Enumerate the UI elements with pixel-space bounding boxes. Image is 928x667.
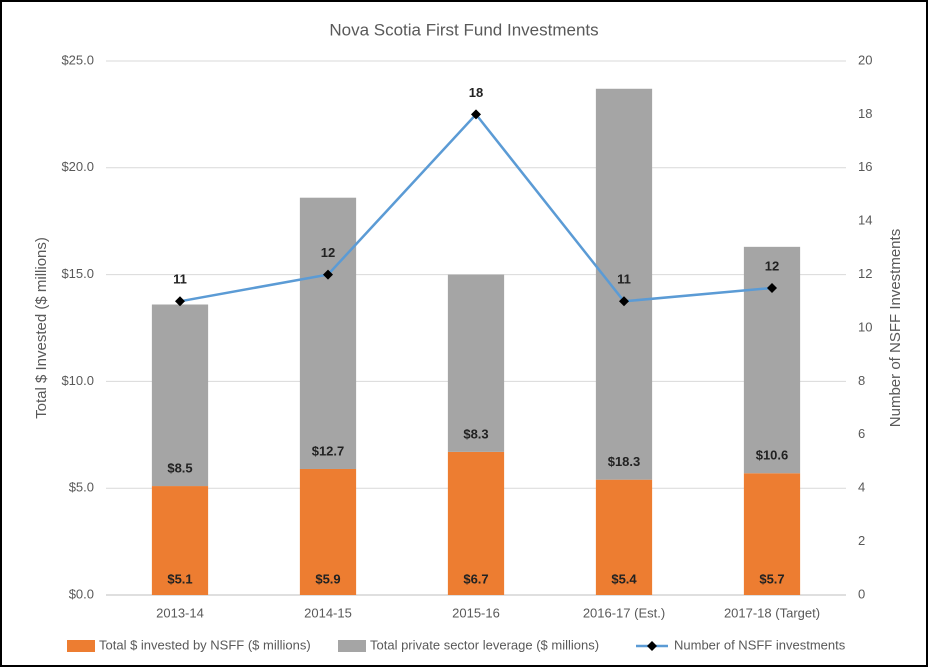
bar (151, 304, 209, 487)
data-label: $12.7 (312, 443, 345, 458)
y-axis-title: Total $ Invested ($ millions) (33, 237, 50, 419)
y-tick-label: $15.0 (61, 266, 94, 281)
x-tick-label: 2013-14 (156, 605, 204, 620)
y2-tick-label: 18 (858, 106, 872, 121)
line-marker (175, 296, 185, 307)
data-label: $6.7 (463, 571, 488, 586)
bar (595, 479, 653, 595)
line-marker (471, 109, 481, 120)
data-label: $18.3 (608, 454, 641, 469)
y-tick-label: $0.0 (69, 586, 94, 601)
data-label: 12 (765, 258, 779, 273)
y2-tick-label: 10 (858, 319, 872, 334)
y2-tick-label: 8 (858, 373, 865, 388)
data-label: $5.4 (611, 571, 637, 586)
bar (299, 197, 357, 469)
data-label: $5.9 (315, 571, 340, 586)
chart-title: Nova Scotia First Fund Investments (329, 20, 598, 39)
data-label: $10.6 (756, 448, 789, 463)
line-marker (323, 269, 333, 280)
y2-tick-label: 20 (858, 52, 872, 67)
y-tick-label: $10.0 (61, 373, 94, 388)
x-tick-label: 2017-18 (Target) (724, 605, 820, 620)
data-label: $8.3 (463, 426, 488, 441)
data-label: $5.7 (759, 571, 784, 586)
data-label: 11 (617, 272, 631, 287)
y2-tick-label: 6 (858, 426, 865, 441)
legend-label: Total $ invested by NSFF ($ millions) (99, 637, 311, 652)
bar (447, 451, 505, 595)
data-label: $8.5 (167, 461, 192, 476)
bar (743, 246, 801, 474)
x-tick-label: 2016-17 (Est.) (583, 605, 665, 620)
x-tick-label: 2014-15 (304, 605, 352, 620)
line-marker (767, 282, 777, 293)
legend-label: Number of NSFF investments (674, 637, 846, 652)
data-label: 11 (173, 272, 187, 287)
y2-tick-label: 14 (858, 213, 872, 228)
x-tick-label: 2015-16 (452, 605, 500, 620)
y2-tick-label: 0 (858, 586, 865, 601)
y2-tick-label: 4 (858, 480, 865, 495)
y2-tick-label: 12 (858, 266, 872, 281)
y-tick-label: $20.0 (61, 159, 94, 174)
y2-tick-label: 2 (858, 533, 865, 548)
bar (447, 274, 505, 452)
legend-label: Total private sector leverage ($ million… (370, 637, 599, 652)
bar (743, 473, 801, 595)
y2-axis-title: Number of NSFF Investments (887, 229, 904, 427)
legend-swatch (67, 640, 95, 652)
line-marker (619, 296, 629, 307)
data-label: 12 (321, 245, 335, 260)
bar (151, 486, 209, 595)
legend-swatch (338, 640, 366, 652)
bar (299, 468, 357, 595)
y2-tick-label: 16 (858, 159, 872, 174)
bar (595, 88, 653, 480)
legend-marker (647, 641, 657, 651)
y-tick-label: $25.0 (61, 52, 94, 67)
data-label: 18 (469, 85, 483, 100)
y-tick-label: $5.0 (69, 480, 94, 495)
data-label: $5.1 (167, 571, 192, 586)
